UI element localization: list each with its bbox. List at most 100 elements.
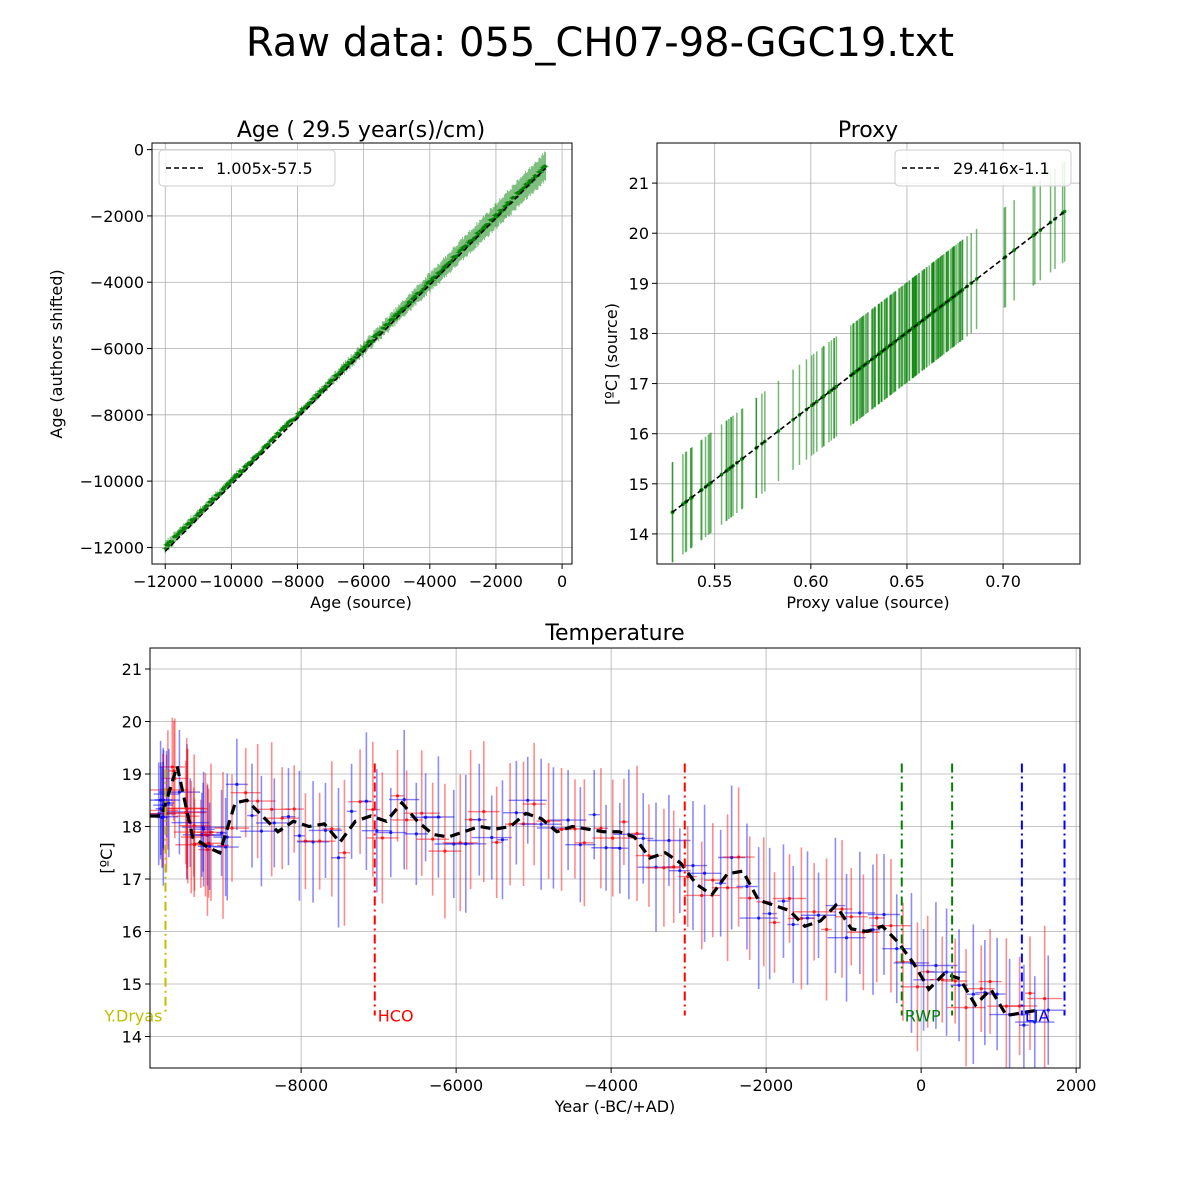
- temperature-point: [469, 818, 473, 822]
- temperature-point: [1046, 1008, 1050, 1012]
- age-ticks: −12000 −10000 −8000 −6000 −4000 −2000 0−12000−…: [80, 141, 567, 591]
- proxy-point: [904, 331, 909, 335]
- age-panel-title: Age ( 29.5 year(s)/cm): [237, 118, 485, 143]
- temperature-point: [667, 838, 671, 843]
- temperature-point: [431, 837, 435, 841]
- temperature-point: [223, 845, 228, 849]
- proxy-point: [936, 306, 940, 311]
- age-point: [274, 435, 278, 439]
- temperature-point: [940, 977, 944, 982]
- temperature-point: [330, 827, 334, 831]
- temperature-event-label: HCO: [378, 1007, 414, 1026]
- proxy-x-tick-label: 0.55: [697, 572, 733, 591]
- temperature-point: [389, 830, 393, 835]
- temperature-point: [662, 866, 666, 870]
- temperature-y-axis-label: [ºC]: [97, 842, 116, 873]
- temperature-point: [280, 816, 284, 820]
- temperature-point: [205, 848, 210, 852]
- temperature-point: [611, 836, 615, 840]
- temperature-point: [286, 815, 291, 819]
- temperature-x-tick-label: 0: [916, 1076, 926, 1095]
- temperature-point: [1033, 1020, 1037, 1024]
- temperature-point: [725, 886, 730, 890]
- temperature-point: [292, 807, 296, 811]
- temperature-point: [207, 841, 211, 845]
- temperature-point: [207, 844, 212, 848]
- temperature-point: [748, 896, 752, 900]
- temperature-point: [358, 800, 362, 804]
- temperature-x-tick-label: −8000: [274, 1076, 328, 1095]
- temperature-x-tick-label: −6000: [429, 1076, 483, 1095]
- temperature-point: [824, 927, 829, 932]
- proxy-axes-frame: [656, 142, 1081, 565]
- temperature-point: [230, 826, 234, 830]
- proxy-fit-line: [671, 210, 1066, 513]
- age-x-tick-label: −4000: [403, 572, 457, 591]
- temperature-point: [539, 822, 543, 826]
- temperature-point: [711, 878, 715, 882]
- temperature-point: [336, 856, 341, 860]
- proxy-ticks: 0.55 0.60 0.65 0.70 14 15 16 17 18 19 20 21: [629, 174, 1021, 591]
- temperature-point: [402, 797, 406, 802]
- proxy-y-axis-label: [ºC] (source): [602, 303, 621, 405]
- temperature-point: [875, 916, 879, 920]
- temperature-point: [805, 916, 810, 920]
- figure-suptitle: Raw data: 055_CH07-98-GGC19.txt: [246, 20, 954, 66]
- temperature-point: [964, 1006, 968, 1010]
- temperature-point: [915, 985, 920, 989]
- proxy-point: [821, 394, 826, 399]
- temperature-point: [209, 830, 213, 834]
- temperature-point: [871, 928, 875, 932]
- temperature-point: [604, 846, 608, 850]
- age-y-tick-label: 0: [134, 141, 144, 160]
- temperature-point: [526, 798, 530, 802]
- temperature-point: [578, 843, 582, 847]
- proxy-point: [1031, 233, 1036, 238]
- temperature-point: [342, 851, 347, 855]
- age-y-tick-label: −10000: [80, 472, 144, 491]
- temperature-point: [177, 790, 182, 794]
- temperature-point: [988, 979, 992, 984]
- temperature-point: [737, 855, 741, 859]
- temperature-point: [235, 782, 239, 786]
- proxy-data: [670, 161, 1067, 563]
- proxy-x-axis-label: Proxy value (source): [786, 593, 949, 612]
- temperature-point: [812, 910, 816, 914]
- proxy-x-tick-label: 0.70: [985, 572, 1021, 591]
- temperature-point: [641, 836, 645, 840]
- temperature-x-axis-label: Year (-BC/+AD): [554, 1097, 676, 1116]
- age-legend-entry: 1.005x-57.5: [216, 159, 313, 178]
- temperature-point: [622, 820, 626, 824]
- age-y-tick-label: −12000: [80, 538, 144, 557]
- temperature-point: [889, 924, 893, 928]
- temperature-point: [691, 863, 695, 868]
- temperature-point: [1017, 1004, 1022, 1008]
- temperature-point: [849, 915, 853, 919]
- temperature-point: [635, 831, 639, 836]
- temperature-x-tick-label: 2000: [1056, 1076, 1097, 1095]
- temperature-point: [618, 846, 622, 850]
- temperature-point: [420, 811, 424, 815]
- temperature-point: [405, 818, 409, 822]
- age-x-tick-label: −10000: [199, 572, 263, 591]
- temperature-point: [895, 947, 899, 951]
- temperature-y-tick-label: 20: [122, 713, 142, 732]
- temperature-ticks: −8000 −6000 −4000 −2000 0 2000 14 15 16 17 18 19 20 2…: [122, 660, 1097, 1095]
- temperature-point: [787, 896, 792, 901]
- temperature-point: [678, 869, 682, 873]
- temperature-point: [791, 922, 795, 927]
- proxy-y-tick-label: 18: [629, 324, 649, 343]
- age-x-tick-label: −6000: [337, 572, 391, 591]
- age-fit-line: [164, 167, 547, 552]
- age-y-tick-label: −2000: [90, 207, 144, 226]
- temperature-y-tick-label: 19: [122, 765, 142, 784]
- temperature-point: [250, 813, 254, 818]
- temperature-point: [745, 884, 749, 889]
- temperature-point: [944, 970, 949, 974]
- temperature-point: [547, 819, 551, 823]
- temperature-panel: Temperature Y.Dryas HCO RWP LIA −8000 −6000−…: [97, 621, 1096, 1116]
- proxy-y-tick-label: 16: [629, 425, 649, 444]
- age-legend: 1.005x-57.5: [158, 149, 336, 187]
- proxy-y-tick-label: 19: [629, 274, 649, 293]
- age-panel: Age ( 29.5 year(s)/cm) −12000 −10000 −8000…: [47, 118, 573, 612]
